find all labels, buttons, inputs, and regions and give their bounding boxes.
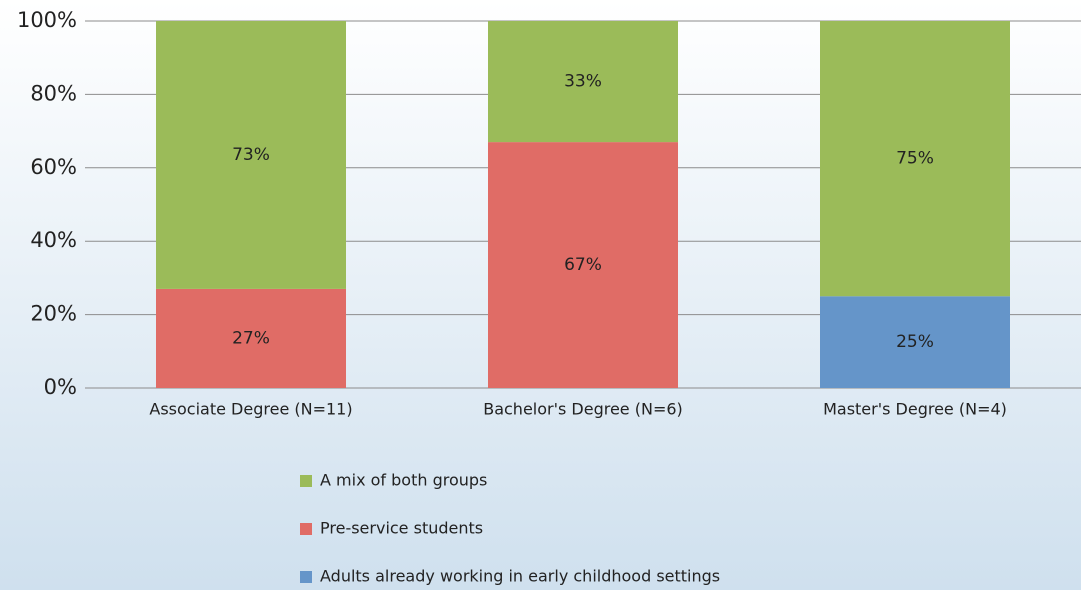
y-tick-label: 80% xyxy=(30,81,77,105)
data-label: 75% xyxy=(896,149,934,169)
x-tick-label: Associate Degree (N=11) xyxy=(149,400,352,419)
legend-label: A mix of both groups xyxy=(320,471,487,490)
legend-label: Pre-service students xyxy=(320,519,483,538)
data-label: 25% xyxy=(896,332,934,352)
data-label: 33% xyxy=(564,72,602,92)
bar-segment xyxy=(820,21,1010,297)
bar-segment xyxy=(156,21,346,289)
y-tick-label: 40% xyxy=(30,228,77,252)
bar-segment xyxy=(156,288,346,388)
bar-segment xyxy=(820,296,1010,388)
legend-swatch xyxy=(300,523,312,535)
data-label: 73% xyxy=(232,145,270,165)
x-tick-label: Master's Degree (N=4) xyxy=(823,400,1007,419)
y-tick-label: 20% xyxy=(30,302,77,326)
legend-swatch xyxy=(300,475,312,487)
legend-label: Adults already working in early childhoo… xyxy=(320,567,720,586)
bar-segment xyxy=(488,21,678,143)
data-label: 67% xyxy=(564,255,602,275)
y-tick-label: 0% xyxy=(44,375,77,399)
bar-segment xyxy=(488,142,678,388)
x-tick-label: Bachelor's Degree (N=6) xyxy=(483,400,683,419)
y-tick-label: 100% xyxy=(17,8,77,32)
y-tick-label: 60% xyxy=(30,155,77,179)
legend-swatch xyxy=(300,571,312,583)
data-label: 27% xyxy=(232,328,270,348)
